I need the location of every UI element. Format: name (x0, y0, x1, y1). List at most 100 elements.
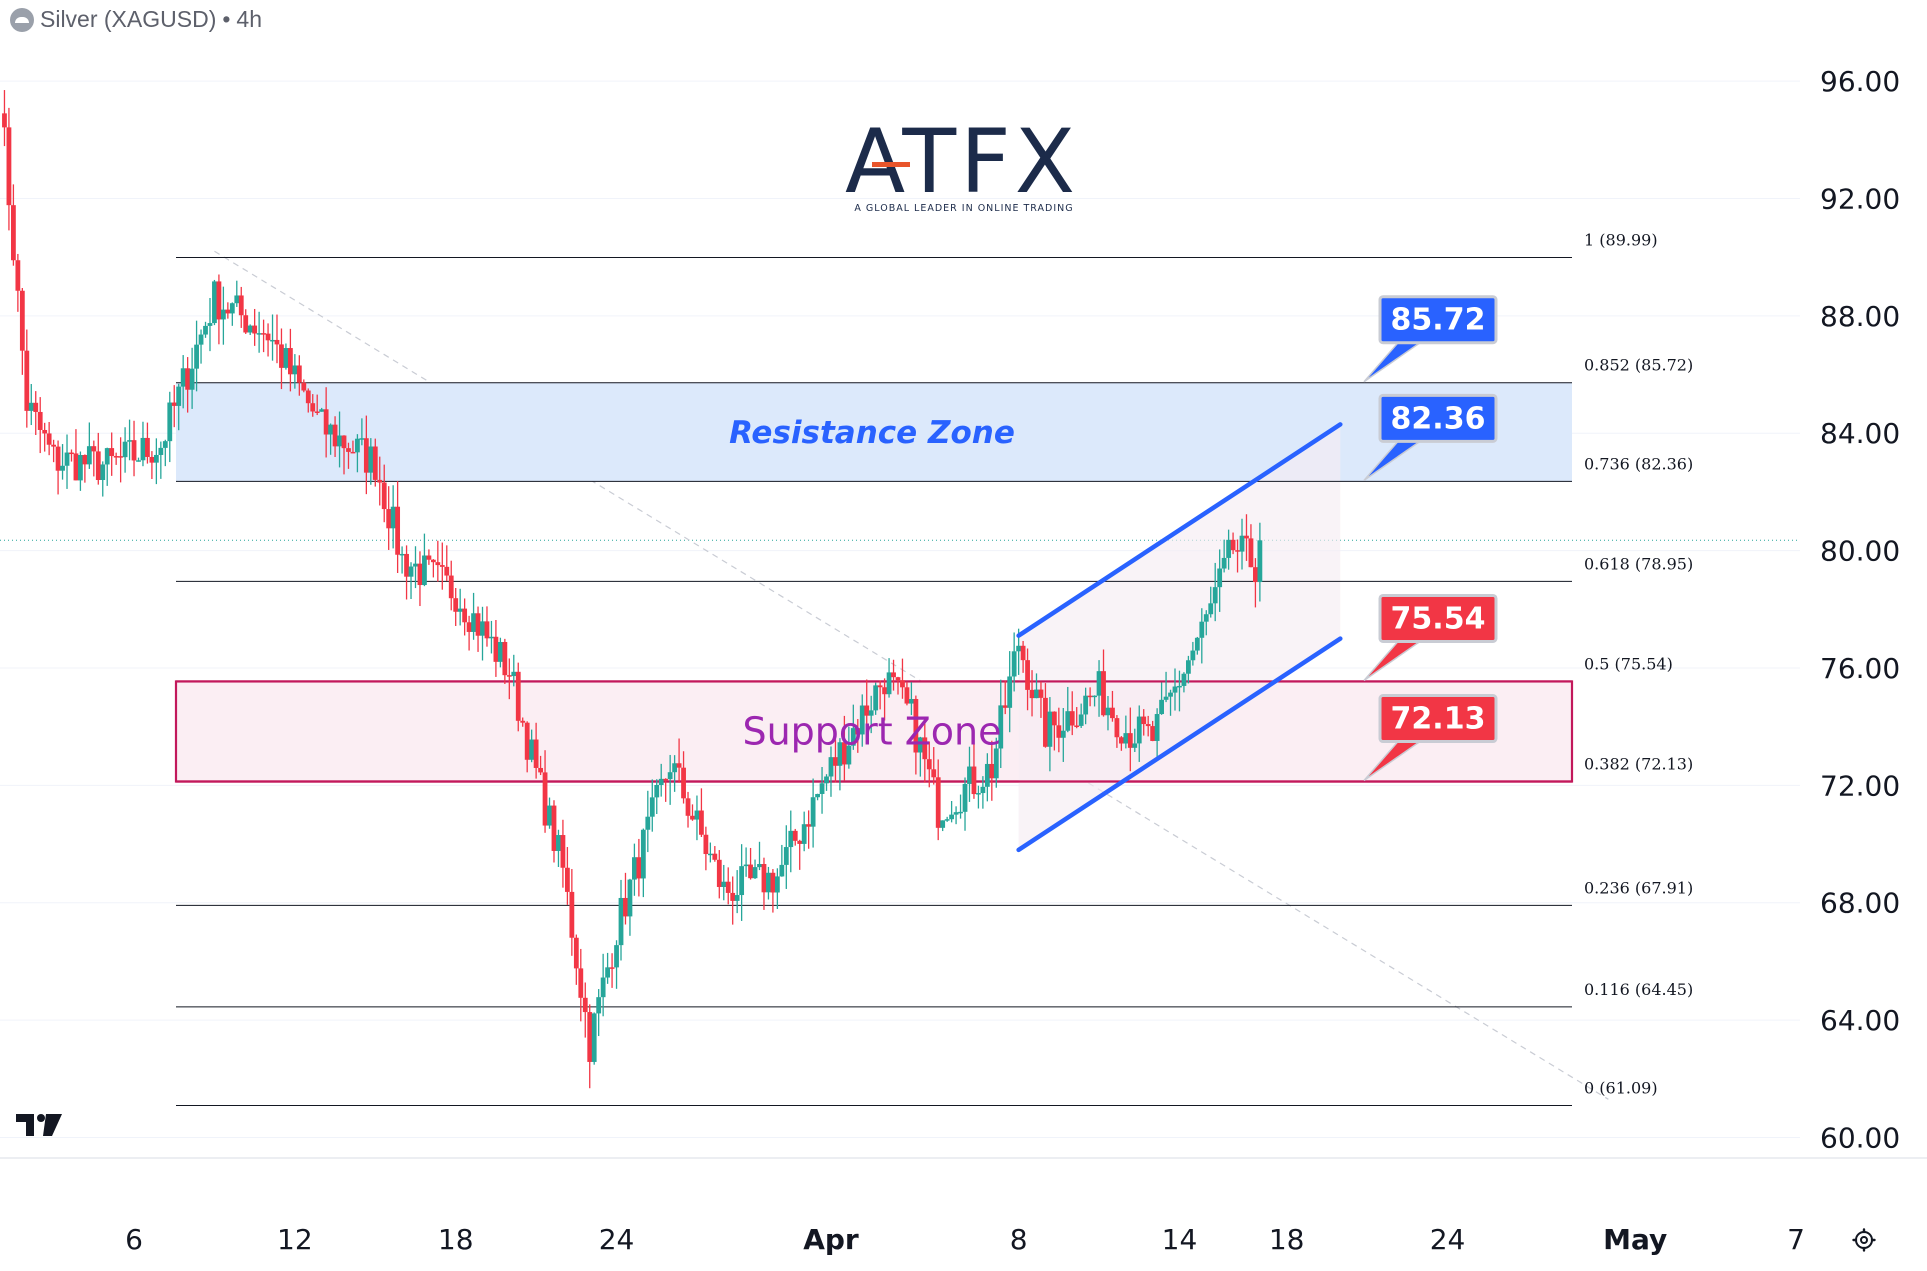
candle-body (859, 705, 865, 735)
candle-body (28, 402, 34, 411)
candle-body (185, 368, 191, 390)
candle-body (279, 344, 284, 368)
chart-header[interactable]: Silver (XAGUSD) • 4h (10, 6, 262, 33)
candle (24, 329, 30, 428)
candle (1212, 562, 1218, 622)
candle-body (900, 680, 905, 688)
candle-body (779, 864, 785, 877)
candle (1011, 632, 1017, 692)
candle-body (605, 967, 611, 978)
tradingview-logo-icon[interactable] (16, 1112, 62, 1138)
candle-body (1011, 651, 1017, 677)
candle (627, 878, 633, 936)
candle (1145, 715, 1151, 737)
candle (587, 1004, 593, 1089)
candle-body (337, 435, 342, 447)
candle-body (457, 608, 463, 612)
gear-icon[interactable] (1852, 1228, 1876, 1252)
candle-body (837, 742, 843, 766)
candle-body (690, 815, 695, 820)
candle-body (301, 382, 307, 391)
candle (167, 391, 173, 463)
candle-body (19, 290, 25, 351)
candle-body (734, 895, 740, 901)
support-zone-label: Support Zone (742, 709, 1001, 753)
candle (1029, 670, 1035, 717)
candle-body (390, 506, 396, 529)
candle (855, 719, 861, 753)
candle-body (46, 433, 52, 445)
candle-body (332, 424, 338, 447)
candle (140, 421, 146, 467)
x-tick-label-6: 14 (1162, 1223, 1198, 1256)
candle (716, 850, 722, 899)
candle (319, 407, 325, 412)
candle-body (636, 857, 642, 879)
candle-body (980, 786, 986, 794)
candle-body (783, 847, 789, 865)
axes[interactable]: 96.00 92.00 88.00 84.00 80.00 76.00 72.00 68.00… (125, 65, 1900, 1256)
candle (877, 680, 883, 710)
candle (1132, 728, 1138, 753)
candle (614, 940, 619, 989)
candle (971, 743, 977, 799)
candle (457, 588, 463, 626)
candle-body (287, 348, 293, 375)
candle (408, 562, 414, 600)
candle-body (904, 687, 910, 704)
candle (466, 615, 472, 651)
candle-body (1226, 539, 1232, 558)
ascending-channel[interactable] (1016, 422, 1343, 853)
candle (1087, 687, 1093, 707)
candle-body (100, 464, 106, 481)
candle (279, 328, 284, 390)
candle-body (1132, 743, 1138, 748)
candle (471, 592, 476, 640)
candle (314, 394, 320, 416)
candle (1159, 682, 1164, 715)
candle (270, 314, 275, 361)
candle (203, 321, 208, 338)
candle (37, 397, 43, 454)
candle (1239, 518, 1245, 570)
candle (453, 588, 459, 626)
candle (489, 620, 494, 654)
candle (78, 451, 83, 491)
candle-body (1141, 716, 1147, 725)
candle-body (515, 671, 521, 721)
candle-body (564, 867, 570, 892)
candle-body (399, 553, 405, 556)
candle-body (676, 763, 682, 768)
candle (413, 546, 418, 589)
candle-body (484, 621, 490, 639)
candle-body (1034, 689, 1039, 699)
candle (283, 343, 289, 370)
candle-body (497, 641, 503, 662)
candle-body (435, 562, 441, 566)
candle-body (502, 641, 508, 676)
candle-body (922, 737, 928, 760)
candle-body (1163, 696, 1169, 700)
candle (609, 953, 615, 988)
fib-label-2: 0.736 (82.36) (1584, 454, 1693, 473)
candle (636, 838, 642, 897)
candle-body (113, 456, 119, 458)
candle-body (815, 793, 820, 798)
logo-brand: ATFX (845, 110, 1079, 213)
candle (91, 440, 97, 477)
candle (1110, 690, 1115, 722)
candle (1230, 532, 1236, 555)
candle-body (1007, 676, 1013, 708)
candle-body (993, 748, 999, 779)
candle (1127, 707, 1133, 772)
y-tick-label-2: 88.00 (1820, 300, 1900, 333)
candle (185, 357, 191, 413)
candle (189, 347, 195, 409)
candle-body (1118, 737, 1124, 744)
candle (238, 286, 244, 328)
candle (578, 948, 584, 1022)
candle-body (600, 977, 606, 998)
candle (127, 419, 132, 461)
candle (1065, 686, 1071, 733)
